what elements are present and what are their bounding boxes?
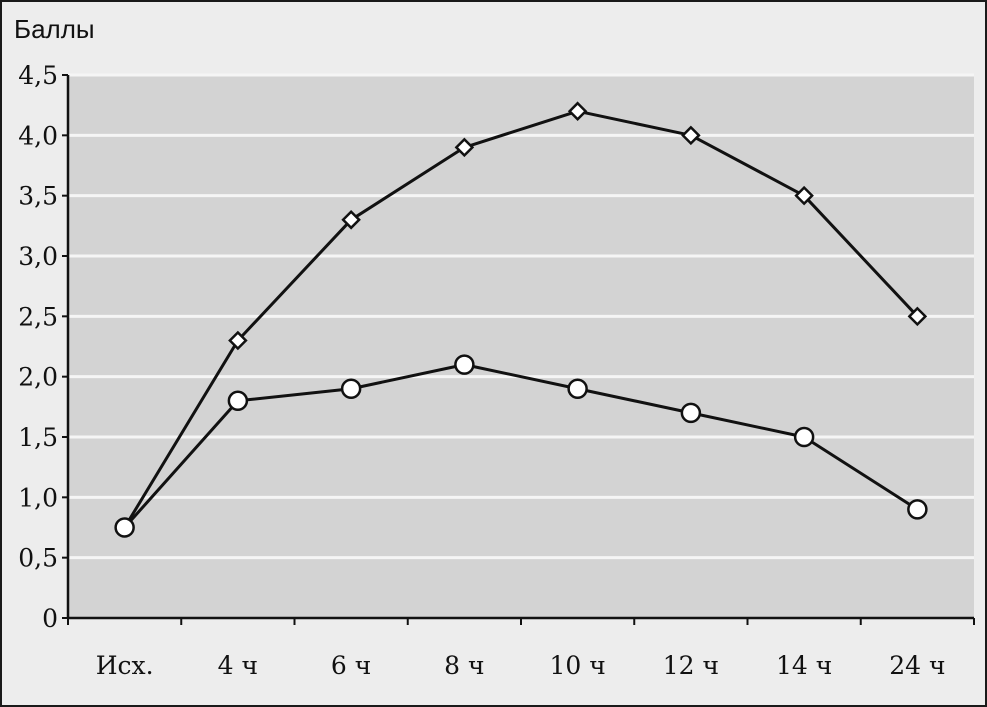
y-axis-title: Баллы — [14, 14, 95, 44]
x-tick-label: 10 ч — [549, 651, 605, 680]
x-tick-label: 24 ч — [889, 651, 945, 680]
y-tick-label: 3,0 — [18, 242, 58, 271]
y-tick-label: 2,5 — [18, 302, 58, 331]
x-tick-label: 4 ч — [218, 651, 258, 680]
data-point-circle — [567, 378, 588, 399]
series-group — [114, 101, 928, 538]
x-tick-label: 8 ч — [444, 651, 484, 680]
series-line-1 — [123, 109, 919, 529]
data-point-circle — [114, 517, 135, 538]
x-tick-label: 6 ч — [331, 651, 371, 680]
x-tick-label: 12 ч — [663, 651, 719, 680]
data-point-diamond — [228, 330, 248, 351]
data-point-diamond — [454, 137, 475, 158]
data-point-circle — [227, 390, 249, 412]
data-point-diamond — [794, 185, 814, 206]
y-axis-ticks: 0 0,5 1,0 1,5 2,0 2,5 3,0 3,5 4,0 4,5 — [18, 61, 68, 633]
data-point-diamond — [681, 125, 701, 146]
y-tick-label: 4,5 — [18, 61, 58, 90]
series-line-2 — [123, 363, 919, 529]
data-point-diamond — [341, 210, 361, 230]
data-point-circle — [454, 354, 475, 375]
data-point-diamond — [567, 101, 588, 121]
x-tick-label: 14 ч — [776, 651, 832, 680]
y-tick-label: 1,0 — [18, 483, 58, 512]
y-tick-label: 3,5 — [18, 182, 58, 211]
y-tick-label: 0 — [42, 604, 58, 633]
y-tick-label: 2,0 — [18, 363, 58, 392]
y-tick-label: 0,5 — [18, 544, 58, 573]
data-point-circle — [340, 378, 362, 399]
x-tick-label: Исх. — [96, 651, 154, 680]
data-point-diamond — [907, 306, 928, 327]
grid-lines — [68, 73, 974, 560]
y-tick-label: 1,5 — [18, 423, 58, 452]
plot-area — [68, 75, 974, 618]
data-point-circle — [907, 499, 928, 520]
y-tick-label: 4,0 — [18, 121, 58, 150]
x-axis-ticks: Исх. 4 ч 6 ч 8 ч 10 ч 12 ч 14 ч 24 ч — [67, 618, 975, 680]
data-point-circle — [793, 426, 815, 448]
data-point-circle — [680, 402, 702, 424]
